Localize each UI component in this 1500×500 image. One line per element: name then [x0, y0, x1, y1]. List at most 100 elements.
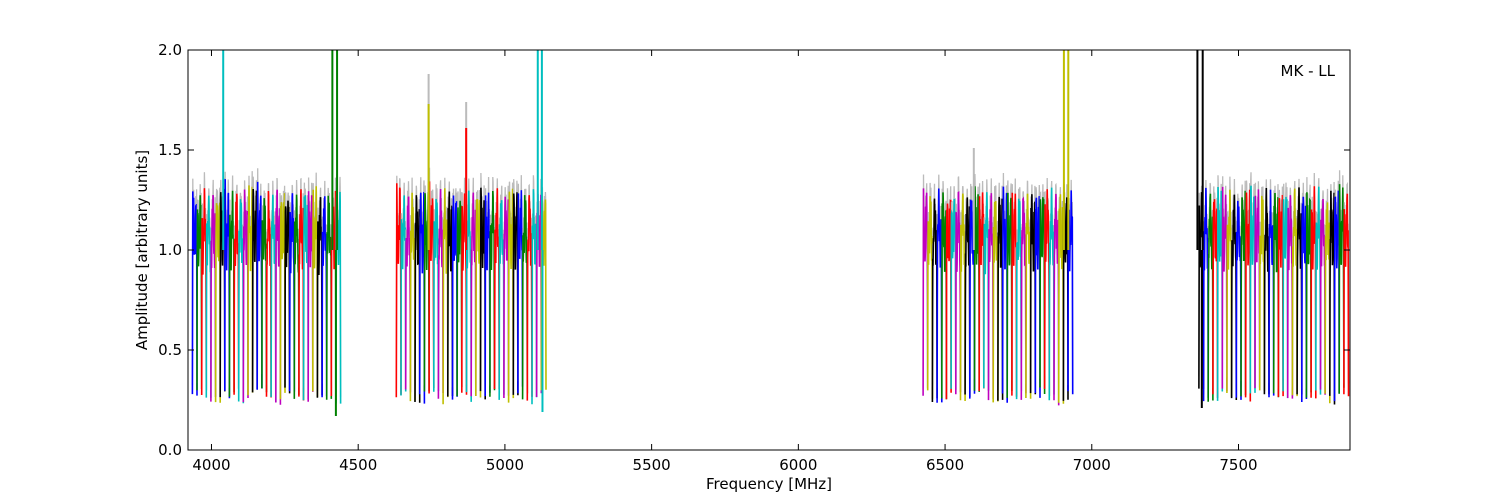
channel-series-line: [1277, 194, 1284, 397]
channel-series-line: [1226, 189, 1233, 397]
channel-series-line: [982, 192, 990, 391]
channel-series-line: [316, 196, 323, 398]
channel-series-line: [1254, 189, 1261, 389]
channel-series-line: [926, 196, 934, 399]
channel-series-line: [465, 190, 473, 402]
channel-series-line: [1015, 198, 1023, 400]
channel-series-line: [404, 196, 412, 393]
channel-series-line: [233, 193, 240, 395]
channel-series-line: [964, 197, 971, 397]
channel-series-line: [1216, 186, 1224, 401]
channel-series-line: [940, 192, 948, 400]
channel-series-line: [1011, 192, 1018, 397]
channel-series-line: [1001, 186, 1009, 403]
x-tick-label: 5000: [486, 456, 524, 474]
channel-series-line: [992, 200, 999, 403]
x-axis: 4000 4500 5000 5500 6000 6500 7000 7500: [192, 50, 1258, 474]
channel-series-line: [1329, 190, 1336, 405]
y-axis: 0.0 0.5 1.0 1.5 2.0: [158, 41, 1350, 459]
channel-series-line: [1034, 195, 1041, 398]
x-tick-label: 6000: [779, 456, 817, 474]
channel-series-line: [446, 191, 454, 397]
channel-series-line: [191, 191, 198, 396]
x-tick-label: 7500: [1219, 456, 1257, 474]
channel-series-line: [503, 196, 510, 399]
y-tick-label: 1.5: [158, 141, 182, 159]
channel-series-line: [1221, 186, 1228, 392]
channel-series-line: [256, 181, 263, 390]
y-axis-label: Amplitude [arbitrary units]: [133, 150, 151, 350]
y-tick-label: 0.5: [158, 341, 182, 359]
channel-series-line: [432, 198, 440, 392]
channel-series-line: [196, 195, 203, 391]
channel-series-line: [442, 188, 449, 405]
channel-series-line: [498, 199, 505, 400]
channel-series-line: [507, 188, 515, 403]
channel-series-line: [1286, 195, 1294, 399]
channel-series-line: [1291, 188, 1298, 397]
channel-series-line: [489, 190, 496, 397]
channel-series-line: [978, 192, 985, 392]
channel-series-line: [456, 200, 463, 397]
channel-series-line: [274, 189, 282, 405]
channel-series-line: [945, 199, 952, 400]
channel-series-line: [1057, 194, 1065, 404]
channel-series-line: [205, 195, 212, 398]
channel-series-line: [1319, 198, 1326, 395]
channel-series-line: [512, 192, 519, 396]
channel-series-line: [1338, 184, 1345, 394]
channel-series-line: [1258, 195, 1266, 391]
channel-series-line: [1048, 187, 1055, 401]
x-tick-label: 7000: [1073, 456, 1111, 474]
channel-series-line: [1230, 194, 1238, 401]
channel-series-line: [931, 198, 938, 403]
channel-series-line: [200, 188, 208, 396]
channel-series-line: [237, 199, 245, 404]
channel-series-line: [1020, 196, 1027, 400]
channel-series-line: [474, 199, 482, 398]
channel-series-line: [261, 198, 268, 393]
channel-series-line: [1043, 189, 1051, 396]
channel-series-line: [1029, 194, 1037, 395]
channel-series-line: [302, 195, 310, 401]
channel-series-line: [922, 188, 929, 396]
channel-series-line: [1249, 185, 1256, 394]
channel-series-line: [418, 191, 426, 404]
channel-series-line: [936, 188, 943, 403]
channel-series-line: [470, 192, 477, 397]
channel-series-line: [428, 181, 435, 394]
channel-series-line: [1305, 192, 1312, 398]
channel-series-line: [311, 186, 319, 397]
channel-series-line: [293, 194, 300, 399]
x-tick-label: 5500: [633, 456, 671, 474]
x-tick-label: 4500: [339, 456, 377, 474]
channel-series-line: [954, 191, 962, 395]
channel-series-line: [987, 193, 995, 401]
x-tick-label: 6500: [926, 456, 964, 474]
chart-annotation: MK - LL: [1281, 62, 1336, 80]
channel-series-line: [265, 190, 272, 398]
channel-series-line: [1315, 186, 1322, 395]
channel-series-line: [484, 192, 491, 397]
channel-series-line: [1333, 190, 1340, 402]
channel-series-line: [479, 187, 487, 400]
channel-series-line: [517, 190, 524, 394]
channel-series-line: [298, 189, 305, 401]
channel-series-line: [409, 192, 416, 402]
channel-series-line: [1207, 193, 1214, 402]
channel-series-line: [493, 188, 501, 390]
channel-series-line: [395, 183, 402, 398]
channel-series-line: [247, 185, 254, 396]
channel-series-line: [228, 190, 235, 397]
channel-series-line: [1296, 187, 1303, 395]
channel-series-line: [1212, 199, 1219, 398]
channel-series-line: [1263, 187, 1270, 395]
channel-series-line: [400, 195, 407, 396]
channel-series-line: [1324, 202, 1331, 404]
channel-series-line: [1006, 192, 1013, 398]
spike-layer: [222, 50, 1204, 416]
channel-series-line: [321, 196, 328, 398]
channel-series-line: [521, 195, 529, 400]
channel-series-line: [451, 195, 458, 400]
channel-series-line: [959, 193, 966, 402]
